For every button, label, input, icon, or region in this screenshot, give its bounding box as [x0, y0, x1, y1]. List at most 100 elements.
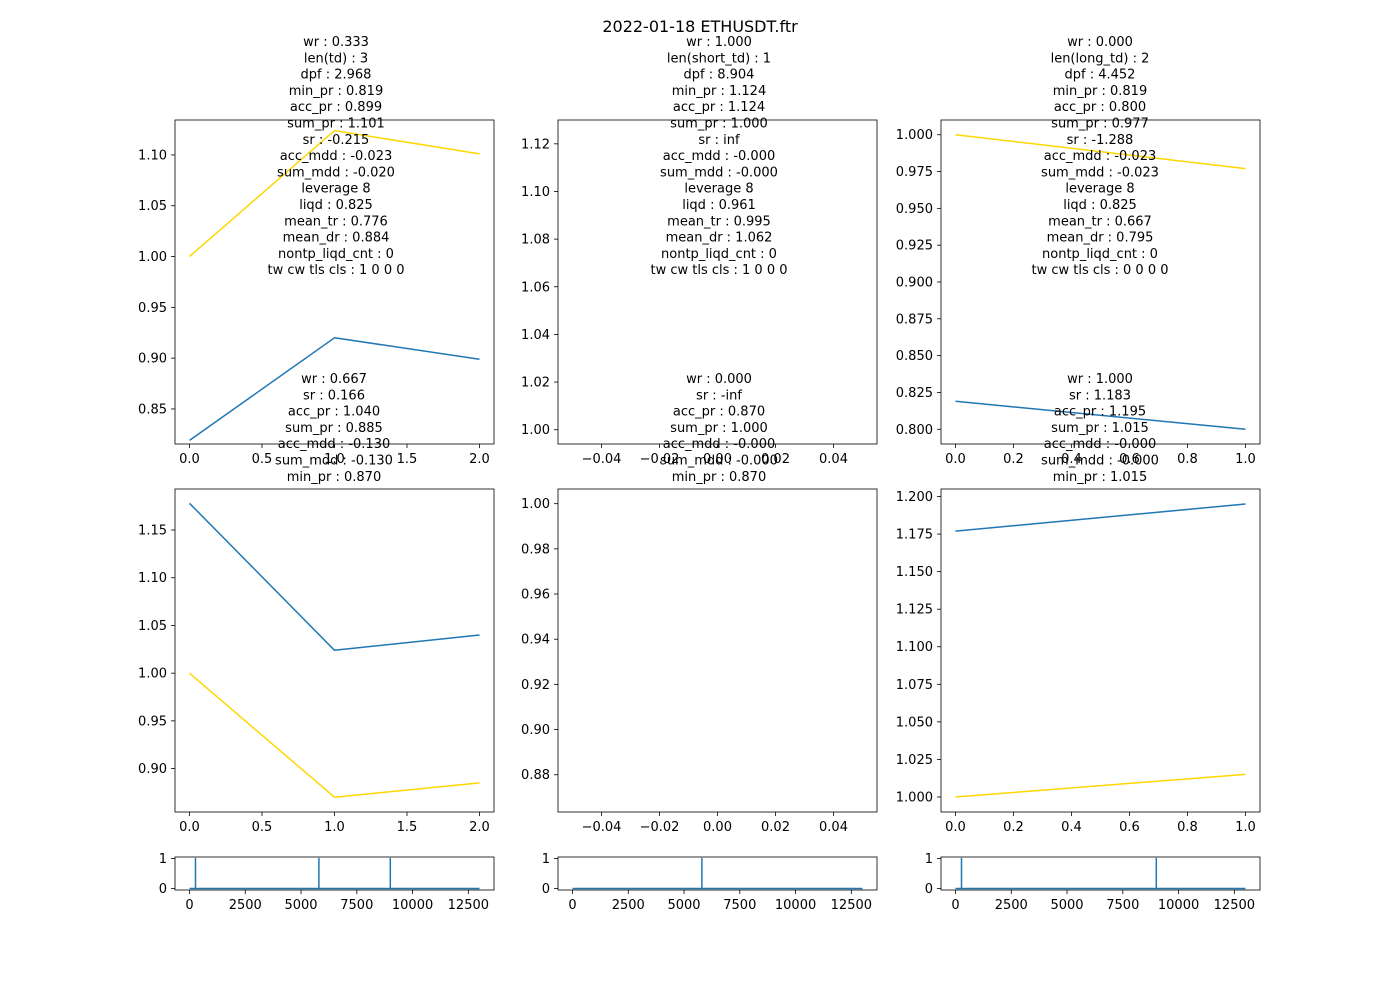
x-tick-label: 0 — [568, 898, 576, 913]
x-tick-label: 0.00 — [703, 452, 732, 467]
stats-annotation-line: min_pr : 1.124 — [672, 84, 766, 99]
stats-annotation-line: wr : 1.000 — [1067, 372, 1133, 387]
subplot-top-middle: −0.04 −0.02 0.00 0.02 0.04 1.00 1.02 1.04 1.06 1.… — [521, 35, 878, 467]
y-tick-label: 0 — [159, 882, 167, 897]
subplot-top-left: 0.0 0.5 1.0 1.5 2.0 0.85 0.90 0.95 1.00 1.05 1.10 w… — [138, 35, 495, 467]
stats-annotation-line: dpf : 4.452 — [1065, 68, 1136, 83]
y-tick-label: 0.98 — [521, 542, 550, 557]
stats-annotation-line: tw cw tls cls : 0 0 0 0 — [1031, 263, 1168, 278]
y-tick-label: 0.95 — [138, 301, 167, 316]
stats-annotation-line: acc_mdd : -0.023 — [280, 149, 392, 164]
stats-annotation-line: sr : inf — [698, 133, 740, 148]
axes-frame — [174, 856, 495, 891]
stats-annotation-line: nontp_liqd_cnt : 0 — [278, 247, 394, 262]
stats-annotation-line: wr : 0.000 — [1067, 35, 1133, 50]
stats-annotation-line: acc_pr : 0.899 — [290, 100, 382, 115]
x-tick-label: 0.8 — [1177, 452, 1198, 467]
stats-annotation-line: min_pr : 0.819 — [289, 84, 383, 99]
y-tick-label: 0.96 — [521, 588, 550, 603]
y-tick-label: 1.08 — [521, 233, 550, 248]
y-tick-label: 1 — [925, 852, 933, 867]
series-line-gold — [955, 133, 1246, 170]
stats-annotation-line: acc_pr : 0.870 — [673, 405, 765, 420]
stats-annotation-line: wr : 0.667 — [301, 372, 367, 387]
stats-annotation-line: liqd : 0.961 — [682, 198, 756, 213]
x-tick-label: 7500 — [340, 898, 373, 913]
y-tick-label: 0.875 — [896, 312, 933, 327]
series-line-gold — [189, 672, 480, 798]
subplot-mid-middle: −0.04 −0.02 0.00 0.02 0.04 0.88 0.90 0.92 0.94 0.… — [521, 372, 878, 835]
series-line-blue — [188, 502, 480, 652]
y-tick-label: 0.975 — [896, 165, 933, 180]
x-tick-label: 0.02 — [761, 820, 790, 835]
x-tick-label: 0.6 — [1119, 452, 1140, 467]
stats-annotation-line: len(td) : 3 — [304, 51, 368, 66]
stats-annotation-line: acc_mdd : -0.023 — [1044, 149, 1156, 164]
stats-annotation-line: liqd : 0.825 — [1063, 198, 1137, 213]
stats-annotation-line: nontp_liqd_cnt : 0 — [661, 247, 777, 262]
y-tick-label: 0.800 — [896, 423, 933, 438]
x-tick-label: 0.4 — [1061, 820, 1082, 835]
x-tick-label: 2500 — [612, 898, 645, 913]
subplot-bottom-middle: 0 2500 5000 7500 10000 12500 0 1 — [542, 852, 878, 913]
y-tick-label: 0.88 — [521, 768, 550, 783]
x-tick-label: 0.8 — [1177, 820, 1198, 835]
x-tick-label: 12500 — [448, 898, 489, 913]
subplot-mid-right: 0.0 0.2 0.4 0.6 0.8 1.0 1.000 1.025 1.050 1.075 1.… — [896, 372, 1261, 835]
stats-annotation-line: sr : 0.166 — [303, 388, 365, 403]
y-tick-label: 1.10 — [521, 185, 550, 200]
x-tick-label: 0.0 — [179, 820, 200, 835]
x-tick-label: 0 — [185, 898, 193, 913]
x-tick-label: 0.04 — [819, 452, 848, 467]
stats-annotation-line: mean_dr : 0.884 — [283, 231, 390, 246]
x-tick-label: 0.00 — [703, 820, 732, 835]
y-tick-label: 1 — [159, 852, 167, 867]
stats-annotation-line: dpf : 8.904 — [684, 68, 755, 83]
stats-annotation-line: leverage 8 — [1065, 182, 1134, 197]
x-tick-label: 1.0 — [324, 452, 345, 467]
stats-annotation-line: wr : 0.333 — [303, 35, 369, 50]
stats-annotation-line: min_pr : 0.870 — [287, 470, 381, 485]
x-tick-label: −0.02 — [640, 452, 680, 467]
y-tick-label: 1.125 — [896, 603, 933, 618]
stats-annotation-line: liqd : 0.825 — [299, 198, 373, 213]
x-tick-label: 1.5 — [397, 452, 418, 467]
y-tick-label: 1.05 — [138, 619, 167, 634]
axes-frame — [940, 488, 1261, 813]
stats-annotation-line: mean_tr : 0.667 — [1048, 214, 1152, 229]
x-tick-label: 0.6 — [1119, 820, 1140, 835]
axes-frame — [557, 856, 878, 891]
x-tick-label: 7500 — [1106, 898, 1139, 913]
x-tick-label: 10000 — [392, 898, 433, 913]
stats-annotation-line: leverage 8 — [684, 182, 753, 197]
y-tick-label: 0 — [542, 882, 550, 897]
y-tick-label: 0.90 — [138, 352, 167, 367]
stats-annotation-line: sum_pr : 1.015 — [1051, 421, 1149, 436]
stats-annotation-line: dpf : 2.968 — [301, 68, 372, 83]
y-tick-label: 0.900 — [896, 276, 933, 291]
y-tick-label: 0 — [925, 882, 933, 897]
stats-annotation-line: sr : 1.183 — [1069, 388, 1131, 403]
y-tick-label: 1.075 — [896, 678, 933, 693]
stats-annotation-line: sum_pr : 1.000 — [670, 421, 768, 436]
stats-annotation-line: wr : 0.000 — [686, 372, 752, 387]
y-tick-label: 0.825 — [896, 386, 933, 401]
x-tick-label: 0.0 — [945, 452, 966, 467]
x-tick-label: 0.0 — [179, 452, 200, 467]
series-line-gold — [189, 129, 480, 258]
y-tick-label: 1.000 — [896, 128, 933, 143]
series-line-blue — [955, 857, 1246, 890]
y-tick-label: 0.95 — [138, 714, 167, 729]
x-tick-label: 0.4 — [1061, 452, 1082, 467]
x-tick-label: 0.0 — [945, 820, 966, 835]
y-tick-label: 0.925 — [896, 239, 933, 254]
y-tick-label: 1.00 — [138, 667, 167, 682]
y-tick-label: 1.10 — [138, 148, 167, 163]
stats-annotation-line: min_pr : 0.870 — [672, 470, 766, 485]
x-tick-label: 5000 — [667, 898, 700, 913]
stats-annotation-line: tw cw tls cls : 1 0 0 0 — [650, 263, 787, 278]
stats-annotation-line: mean_dr : 0.795 — [1047, 231, 1154, 246]
x-tick-label: 0.04 — [819, 820, 848, 835]
y-tick-label: 1.02 — [521, 376, 550, 391]
